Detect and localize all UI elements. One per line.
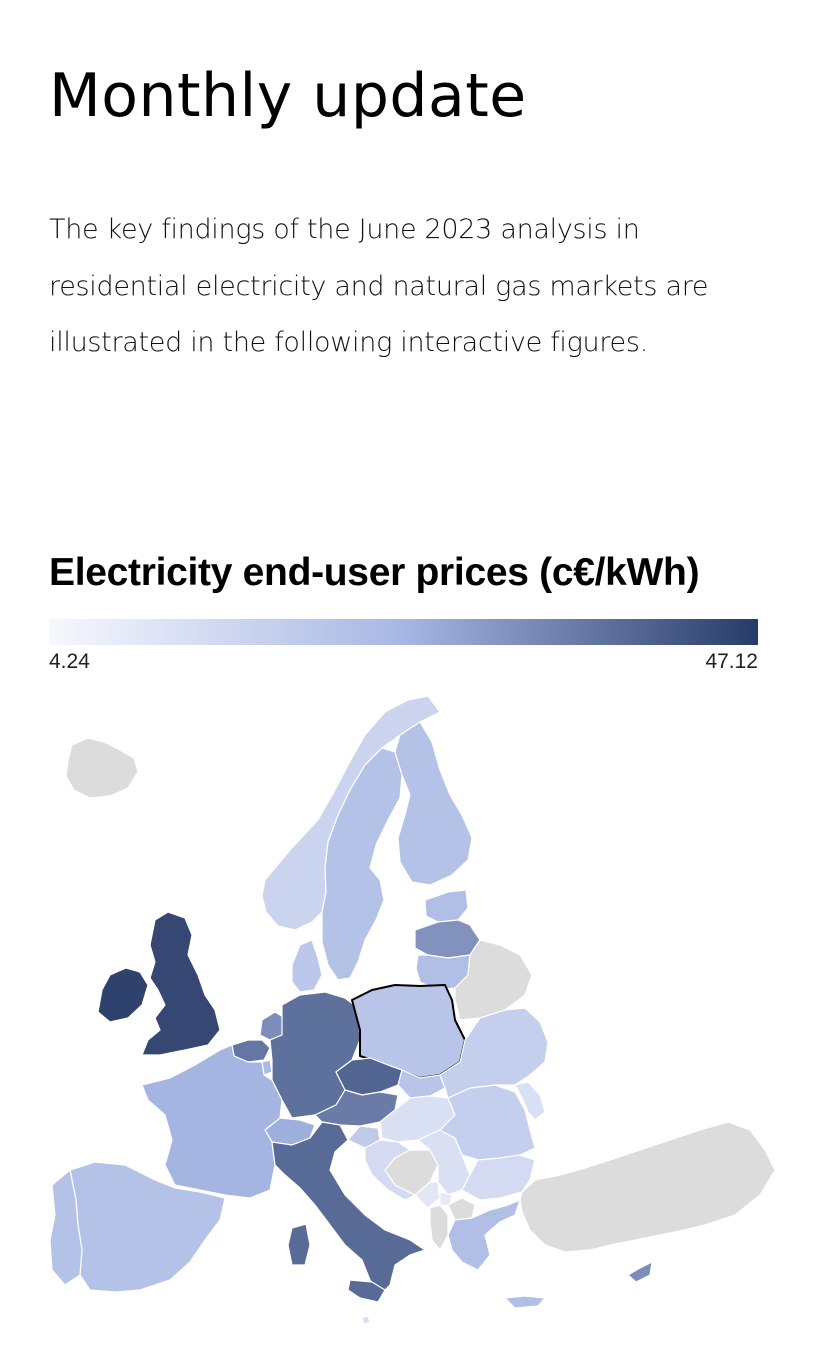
region-north-macedonia[interactable] bbox=[447, 1197, 476, 1221]
region-bulgaria[interactable] bbox=[461, 1154, 536, 1201]
chart-title: Electricity end-user prices (c€/kWh) bbox=[49, 551, 700, 594]
region-greece[interactable] bbox=[447, 1199, 521, 1271]
region-cyprus[interactable] bbox=[627, 1261, 653, 1283]
region-ukraine[interactable] bbox=[439, 1007, 549, 1099]
region-italy[interactable] bbox=[271, 1121, 426, 1296]
region-iceland[interactable] bbox=[65, 737, 139, 799]
region-moldova[interactable] bbox=[514, 1081, 546, 1121]
legend-min-label: 4.24 bbox=[49, 650, 90, 673]
region-portugal[interactable] bbox=[49, 1169, 83, 1286]
region-estonia[interactable] bbox=[424, 889, 469, 923]
region-finland[interactable] bbox=[394, 721, 473, 886]
region-crete[interactable] bbox=[504, 1295, 546, 1309]
page-title: Monthly update bbox=[49, 61, 527, 131]
legend-max-label: 47.12 bbox=[705, 650, 758, 673]
region-montenegro[interactable] bbox=[414, 1181, 441, 1209]
region-ireland[interactable] bbox=[97, 967, 149, 1023]
legend-color-bar bbox=[49, 619, 758, 645]
intro-paragraph: The key findings of the June 2023 analys… bbox=[49, 214, 709, 358]
region-denmark[interactable] bbox=[291, 939, 323, 993]
region-slovenia[interactable] bbox=[347, 1125, 381, 1149]
region-france[interactable] bbox=[141, 1044, 283, 1199]
region-sweden[interactable] bbox=[321, 747, 403, 981]
region-albania[interactable] bbox=[429, 1204, 449, 1251]
region-sicily[interactable] bbox=[347, 1279, 386, 1303]
europe-map[interactable] bbox=[0, 680, 828, 1358]
region-latvia[interactable] bbox=[414, 919, 481, 959]
region-malta[interactable] bbox=[361, 1315, 371, 1325]
region-turkey[interactable] bbox=[519, 1121, 776, 1253]
region-sardinia[interactable] bbox=[287, 1223, 311, 1266]
region-united-kingdom[interactable] bbox=[141, 911, 221, 1056]
